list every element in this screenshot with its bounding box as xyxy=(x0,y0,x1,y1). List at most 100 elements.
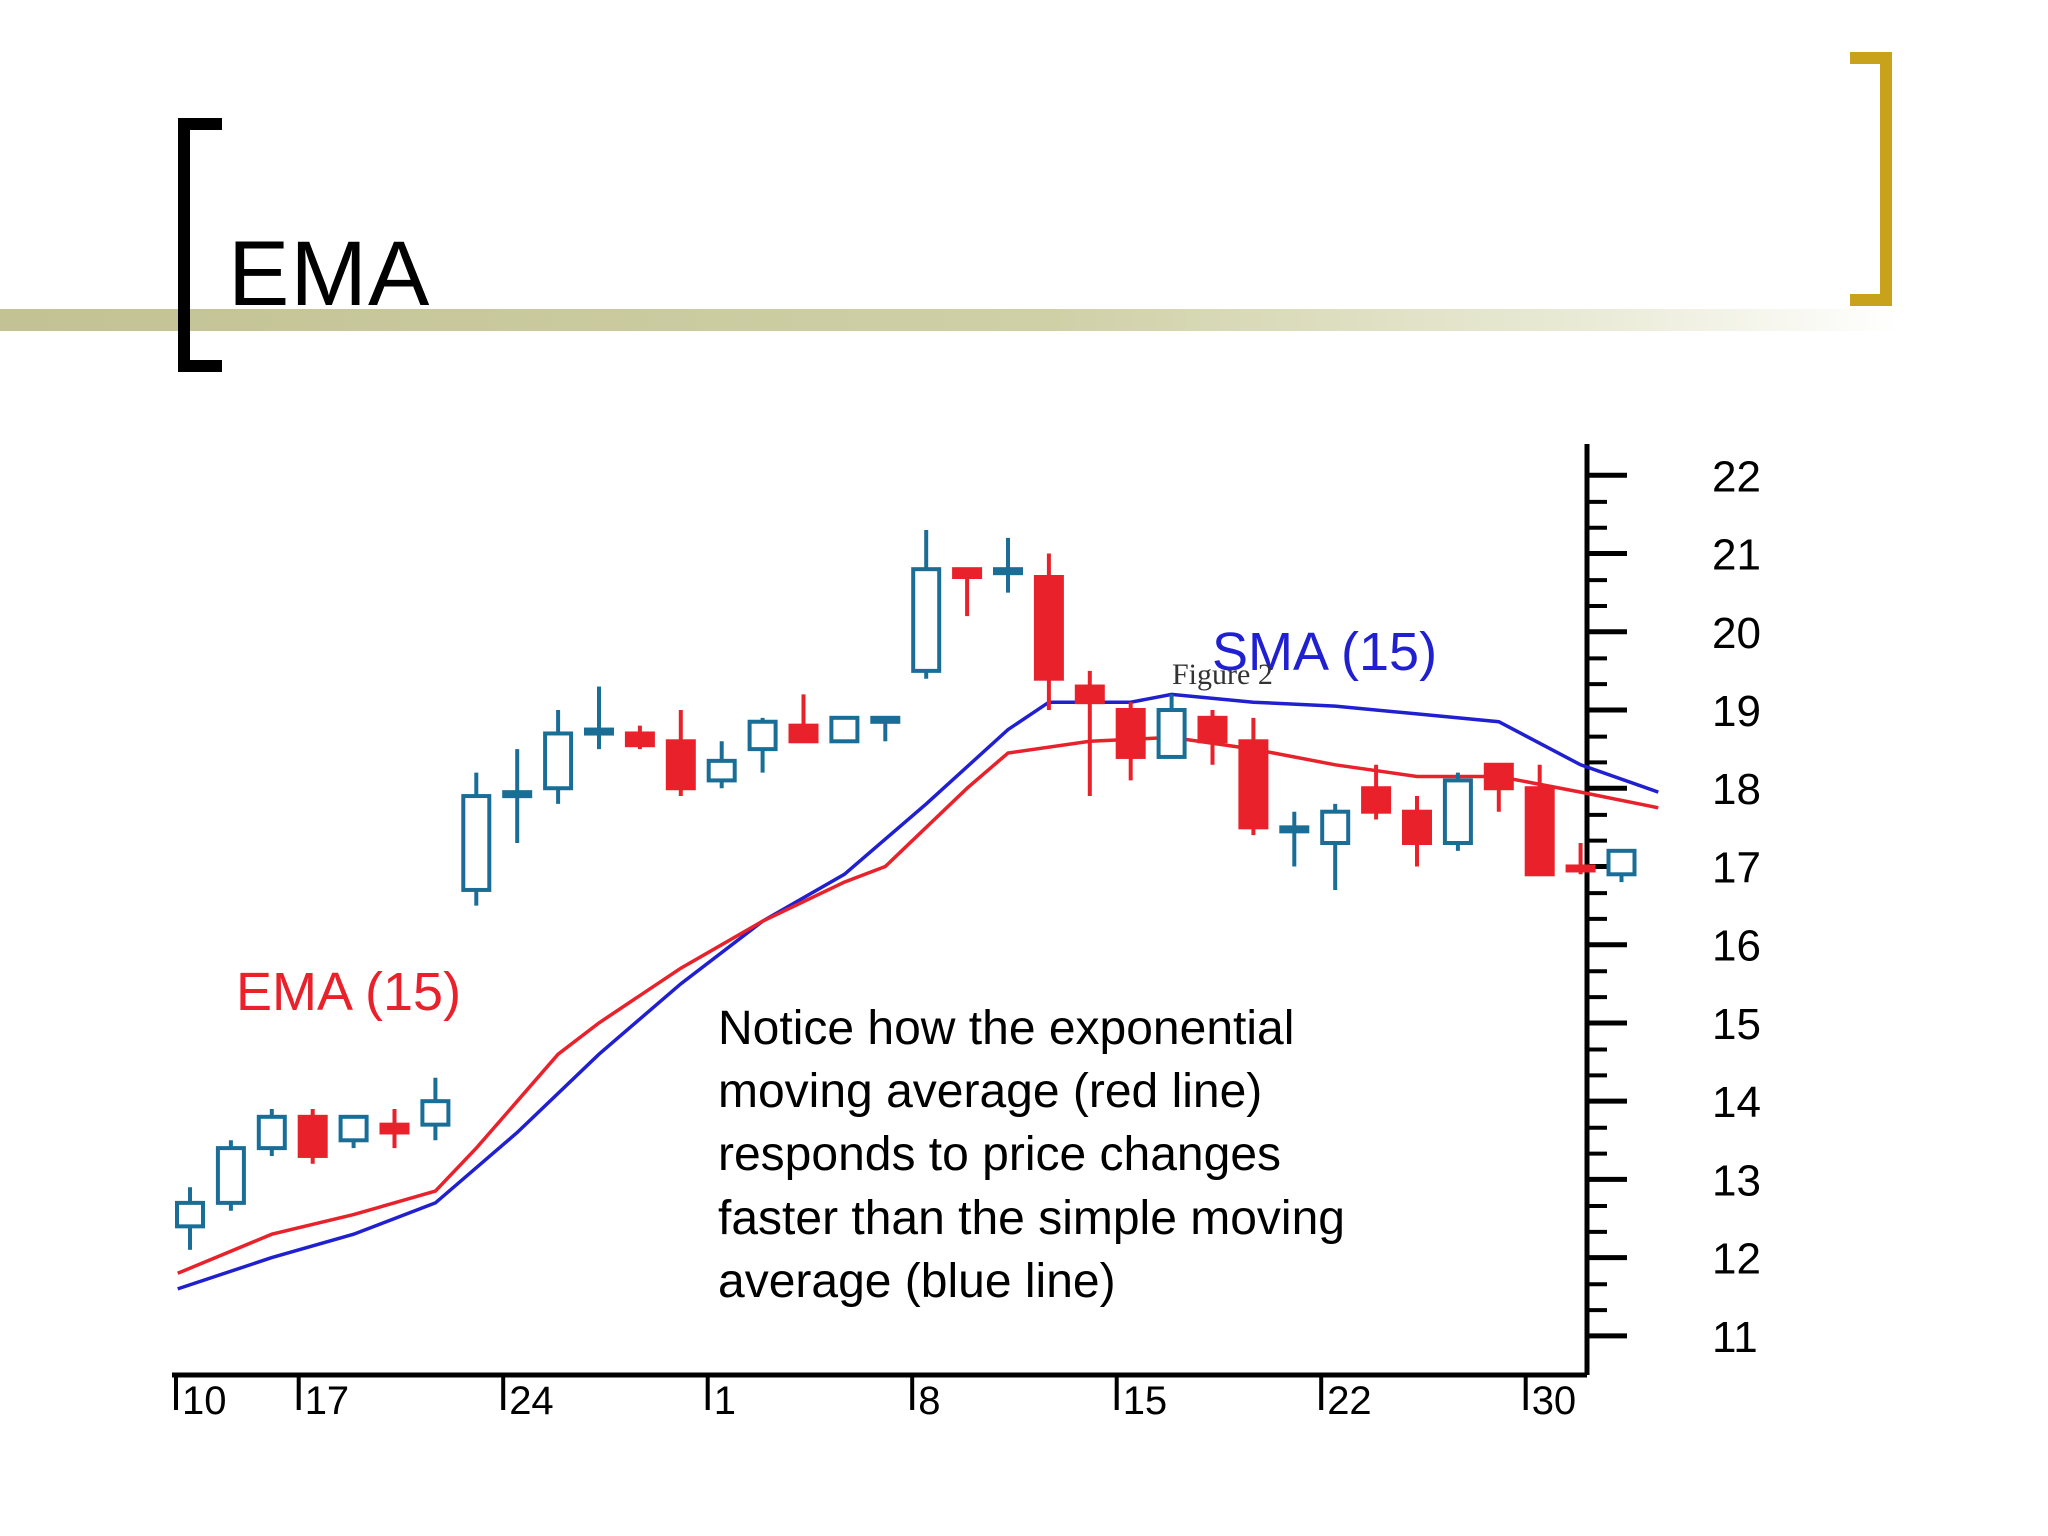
title-underline-band xyxy=(0,309,1900,331)
candle-down xyxy=(1238,717,1269,836)
x-tick-label: 30 xyxy=(1532,1379,1577,1423)
axes xyxy=(172,444,1590,1378)
y-tick-label: 13 xyxy=(1712,1156,1761,1205)
candle-down xyxy=(1361,764,1392,820)
candle-body xyxy=(1074,684,1105,705)
y-tick-label: 19 xyxy=(1712,687,1761,736)
candle-body xyxy=(1033,575,1064,681)
sma-line xyxy=(177,692,1659,1291)
x-tick-label: 24 xyxy=(509,1379,554,1423)
candle-body xyxy=(1442,778,1473,845)
candle-up xyxy=(256,1109,287,1156)
candle-body xyxy=(1483,762,1514,791)
annotation-line-3: responds to price changes xyxy=(718,1128,1281,1181)
candle-down xyxy=(379,1109,410,1149)
x-tick-label: 17 xyxy=(305,1379,350,1423)
candle-body xyxy=(256,1114,287,1151)
candle-body xyxy=(584,727,614,736)
y-tick-label: 11 xyxy=(1712,1313,1758,1362)
candle-body xyxy=(624,731,655,748)
x-tick-label: 10 xyxy=(182,1379,227,1423)
x-ticks: 10 17 24 1 8 15 22 30 xyxy=(174,1375,1577,1423)
candle-up xyxy=(1606,848,1637,883)
annotation-line-1: Notice how the exponential xyxy=(718,1002,1294,1055)
candle-down xyxy=(1565,843,1596,875)
candle-up xyxy=(420,1077,451,1141)
candle-body xyxy=(1197,715,1228,744)
candle-down xyxy=(1483,762,1514,812)
slide-title: EMA xyxy=(228,223,431,325)
annotation-line-5: average (blue line) xyxy=(718,1255,1116,1308)
candle-body xyxy=(1238,739,1269,830)
candle-down xyxy=(665,710,696,797)
y-tick-label: 22 xyxy=(1712,452,1761,501)
candle-down xyxy=(297,1109,328,1164)
sma-label: SMA (15) xyxy=(1212,622,1437,682)
x-tick-label: 22 xyxy=(1327,1379,1372,1423)
candle-body xyxy=(338,1114,369,1143)
candles xyxy=(175,530,1637,1250)
candle-body xyxy=(543,731,574,791)
candle-up xyxy=(215,1140,246,1211)
candle-up xyxy=(543,710,574,804)
candle-body xyxy=(1402,809,1432,845)
candle-up xyxy=(911,530,942,679)
candle-body xyxy=(1115,708,1146,759)
candle-body xyxy=(952,567,983,579)
x-tick-label: 15 xyxy=(1123,1379,1168,1423)
candle-up xyxy=(870,715,901,742)
candle-body xyxy=(1565,864,1596,873)
x-tick-label: 1 xyxy=(714,1379,736,1423)
candle-down xyxy=(1033,553,1064,710)
candle-body xyxy=(215,1146,246,1205)
candle-up xyxy=(1442,772,1473,851)
candle-down xyxy=(1524,764,1555,877)
y-tick-label: 15 xyxy=(1712,1000,1761,1049)
candle-body xyxy=(1361,786,1392,814)
candle-body xyxy=(175,1200,205,1229)
y-tick-label: 20 xyxy=(1712,609,1761,658)
x-tick-label: 8 xyxy=(918,1379,940,1423)
candle-up xyxy=(1156,694,1187,759)
candle-body xyxy=(747,719,778,752)
candle-body xyxy=(665,739,696,791)
candle-down xyxy=(1115,702,1146,781)
candle-down xyxy=(1402,796,1432,867)
y-tick-label: 14 xyxy=(1712,1078,1761,1127)
y-ticks: 22 21 20 19 18 17 16 15 14 13 12 11 xyxy=(1587,452,1761,1362)
candle-up xyxy=(584,686,614,750)
candle-down xyxy=(1197,710,1228,765)
y-tick-label: 17 xyxy=(1712,843,1761,892)
candle-up xyxy=(1320,803,1351,890)
candle-body xyxy=(1606,848,1637,877)
candle-up xyxy=(338,1114,369,1149)
y-tick-label: 18 xyxy=(1712,765,1761,814)
y-tick-label: 12 xyxy=(1712,1235,1761,1284)
candle-down xyxy=(1074,670,1105,797)
candle-down xyxy=(952,567,983,617)
candle-up xyxy=(747,717,778,773)
candle-body xyxy=(379,1122,410,1135)
candle-up xyxy=(461,772,492,906)
y-tick-label: 16 xyxy=(1712,922,1761,971)
candle-up xyxy=(829,715,860,744)
annotation-line-4: faster than the simple moving xyxy=(718,1192,1345,1245)
left-bracket-decoration xyxy=(178,118,222,372)
candle-body xyxy=(1279,825,1310,834)
candle-body xyxy=(461,794,492,892)
candle-up xyxy=(1279,811,1310,867)
candle-body xyxy=(993,567,1023,576)
annotation-text: Notice how the exponential moving averag… xyxy=(718,1002,1345,1308)
candle-down xyxy=(624,725,655,750)
candle-body xyxy=(788,723,819,744)
candle-body xyxy=(1524,786,1555,877)
ema-label: EMA (15) xyxy=(236,962,461,1022)
candle-body xyxy=(420,1099,451,1127)
candle-up xyxy=(993,537,1023,593)
candle-up xyxy=(706,741,737,789)
candle-body xyxy=(1320,809,1351,845)
candle-body xyxy=(706,758,737,783)
candle-down xyxy=(788,694,819,744)
annotation-line-2: moving average (red line) xyxy=(718,1065,1262,1118)
